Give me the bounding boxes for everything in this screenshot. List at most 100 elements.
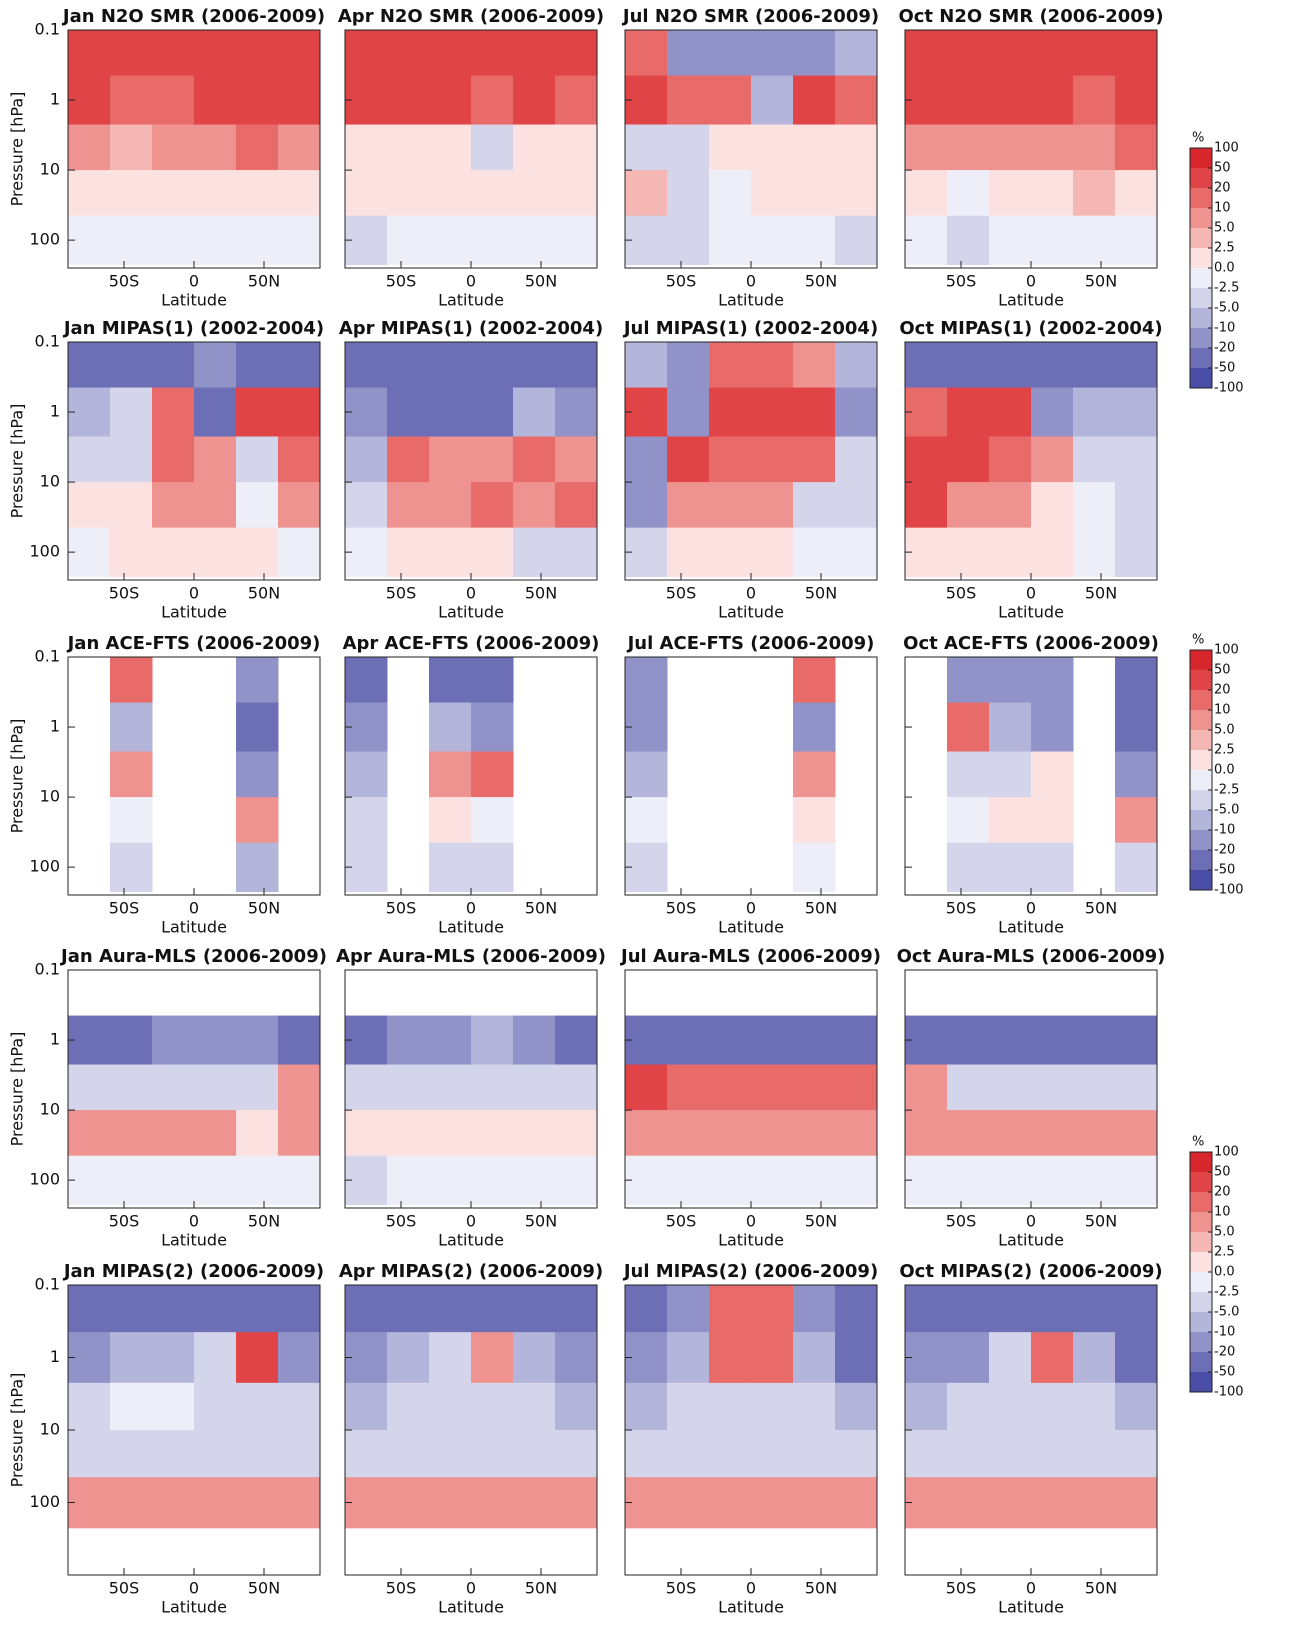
colorbar-label: -100 — [1214, 883, 1244, 898]
contour-cell — [429, 215, 472, 266]
contour-cell — [471, 215, 514, 266]
colorbar-label: -100 — [1214, 381, 1244, 396]
contour-cell — [1031, 1332, 1074, 1384]
contour-cell — [989, 1285, 1032, 1333]
contour-cell — [513, 1430, 556, 1478]
contour-cell — [709, 30, 752, 77]
contour-cell — [110, 751, 153, 798]
x-tick-label: 0 — [746, 1212, 756, 1231]
contour-cell — [1115, 1285, 1158, 1333]
contour-cell — [625, 1110, 668, 1157]
contour-cell — [513, 1477, 556, 1529]
contour-cell — [667, 124, 710, 171]
contour-cell — [1031, 30, 1074, 77]
contour-cell — [110, 30, 153, 77]
y-axis-label: Pressure [hPa] — [8, 1373, 27, 1488]
contour-cell — [667, 1015, 710, 1066]
x-tick-label: 50N — [805, 1212, 837, 1231]
contour-cell — [835, 436, 878, 483]
contour-cell — [278, 527, 321, 578]
contour-cell — [947, 342, 990, 389]
contour-cell — [667, 1382, 710, 1431]
contour-cell — [947, 702, 990, 753]
x-tick-label: 50N — [805, 272, 837, 291]
x-tick-label: 50S — [386, 272, 417, 291]
contour-cell — [429, 1477, 472, 1529]
y-tick-label: 10 — [40, 160, 60, 179]
contour-cell — [1115, 702, 1158, 753]
colorbar-label: 10 — [1214, 703, 1231, 718]
contour-cell — [751, 1285, 794, 1333]
contour-cell — [471, 702, 514, 753]
contour-cell — [429, 1332, 472, 1384]
contour-cell — [471, 751, 514, 798]
contour-cell — [1031, 797, 1074, 844]
y-tick-label: 100 — [29, 1492, 60, 1511]
y-tick-label: 0.1 — [35, 20, 60, 39]
colorbar-label: 5.0 — [1214, 1225, 1235, 1240]
y-tick-label: 0.1 — [35, 647, 60, 666]
contour-cell — [110, 75, 153, 126]
contour-cell — [835, 527, 878, 578]
contour-cell — [905, 1155, 948, 1206]
colorbar-label: -5.0 — [1214, 1305, 1239, 1320]
contour-cell — [625, 1155, 668, 1206]
contour-cell — [1115, 215, 1158, 266]
contour-cell — [751, 1015, 794, 1066]
colorbar-band — [1190, 348, 1212, 369]
contour-cell — [793, 482, 836, 529]
contour-cell — [1031, 170, 1074, 217]
colorbar-label: 50 — [1214, 663, 1231, 678]
colorbar-label: 0.0 — [1214, 763, 1235, 778]
contour-cell — [236, 657, 279, 704]
contour-cell — [68, 1064, 111, 1111]
x-tick-label: 50S — [666, 1212, 697, 1231]
contour-cell — [236, 1477, 279, 1529]
contour-cell — [947, 751, 990, 798]
contour-cell — [555, 1430, 598, 1478]
colorbar-band — [1190, 368, 1212, 389]
contour-cell — [555, 1110, 598, 1157]
contour-cell — [387, 1477, 430, 1529]
contour-cell — [1073, 30, 1116, 77]
contour-cell — [905, 1430, 948, 1478]
contour-cell — [471, 657, 514, 704]
y-tick-label: 10 — [40, 472, 60, 491]
contour-cell — [429, 842, 472, 893]
contour-cell — [236, 1155, 279, 1206]
contour-cell — [236, 1332, 279, 1384]
contour-cell — [555, 482, 598, 529]
contour-cell — [905, 1285, 948, 1333]
colorbar-label: -5.0 — [1214, 301, 1239, 316]
contour-cell — [1115, 1015, 1158, 1066]
x-tick-label: 0 — [189, 899, 199, 918]
colorbar-band — [1190, 1252, 1212, 1273]
chart-title: Jan MIPAS(1) (2002-2004) — [62, 318, 324, 339]
contour-cell — [555, 436, 598, 483]
y-tick-label: 10 — [40, 1100, 60, 1119]
contour-cell — [793, 1382, 836, 1431]
contour-cell — [429, 1015, 472, 1066]
contour-cell — [194, 387, 237, 438]
contour-cell — [345, 342, 388, 389]
contour-cell — [751, 436, 794, 483]
contour-cell — [709, 342, 752, 389]
contour-cell — [667, 482, 710, 529]
contour-cell — [1115, 1110, 1158, 1157]
contour-cell — [194, 1110, 237, 1157]
contour-cell — [835, 75, 878, 126]
contour-cell — [709, 170, 752, 217]
contour-cell — [793, 797, 836, 844]
colorbar-band — [1190, 1332, 1212, 1353]
contour-cell — [68, 527, 111, 578]
chart-title: Jul N2O SMR (2006-2009) — [621, 6, 879, 27]
contour-cell — [429, 657, 472, 704]
contour-cell — [555, 170, 598, 217]
contour-cell — [947, 215, 990, 266]
contour-cell — [947, 1110, 990, 1157]
contour-cell — [625, 702, 668, 753]
colorbar-label: -10 — [1214, 823, 1235, 838]
x-tick-label: 50N — [1085, 272, 1117, 291]
contour-cell — [471, 1015, 514, 1066]
contour-cell — [793, 30, 836, 77]
